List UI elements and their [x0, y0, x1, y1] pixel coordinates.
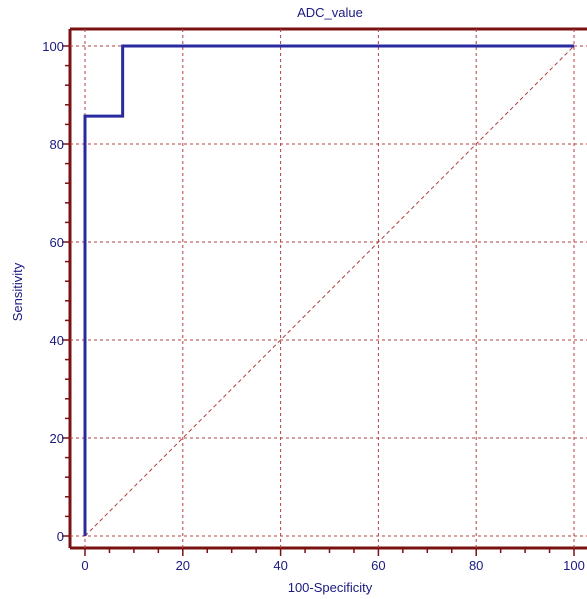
x-tick-labels: 0 20 40 60 80 100: [81, 558, 584, 573]
y-tick-label-60: 60: [50, 235, 64, 250]
y-tick-labels: 0 20 40 60 80 100: [42, 39, 64, 544]
x-tick-label-80: 80: [469, 558, 483, 573]
chart-title: ADC_value: [297, 5, 363, 20]
minor-ticks-group: [62, 45, 575, 556]
reference-line-group: [84, 45, 575, 537]
x-tick-label-20: 20: [176, 558, 190, 573]
y-tick-label-80: 80: [50, 137, 64, 152]
grid-group: [70, 29, 587, 548]
x-tick-label-100: 100: [563, 558, 585, 573]
y-tick-label-20: 20: [50, 431, 64, 446]
x-tick-label-0: 0: [81, 558, 88, 573]
reference-diagonal: [84, 45, 575, 537]
x-axis-title: 100-Specificity: [288, 580, 373, 595]
y-tick-label-0: 0: [57, 529, 64, 544]
y-tick-label-40: 40: [50, 333, 64, 348]
x-tick-label-40: 40: [273, 558, 287, 573]
y-tick-label-100: 100: [42, 39, 64, 54]
x-tick-label-60: 60: [371, 558, 385, 573]
roc-curve-0: [83, 44, 574, 536]
series-group: [83, 44, 574, 536]
y-axis-title: Sensitivity: [10, 262, 25, 321]
plot-frame-group: [68, 27, 587, 550]
